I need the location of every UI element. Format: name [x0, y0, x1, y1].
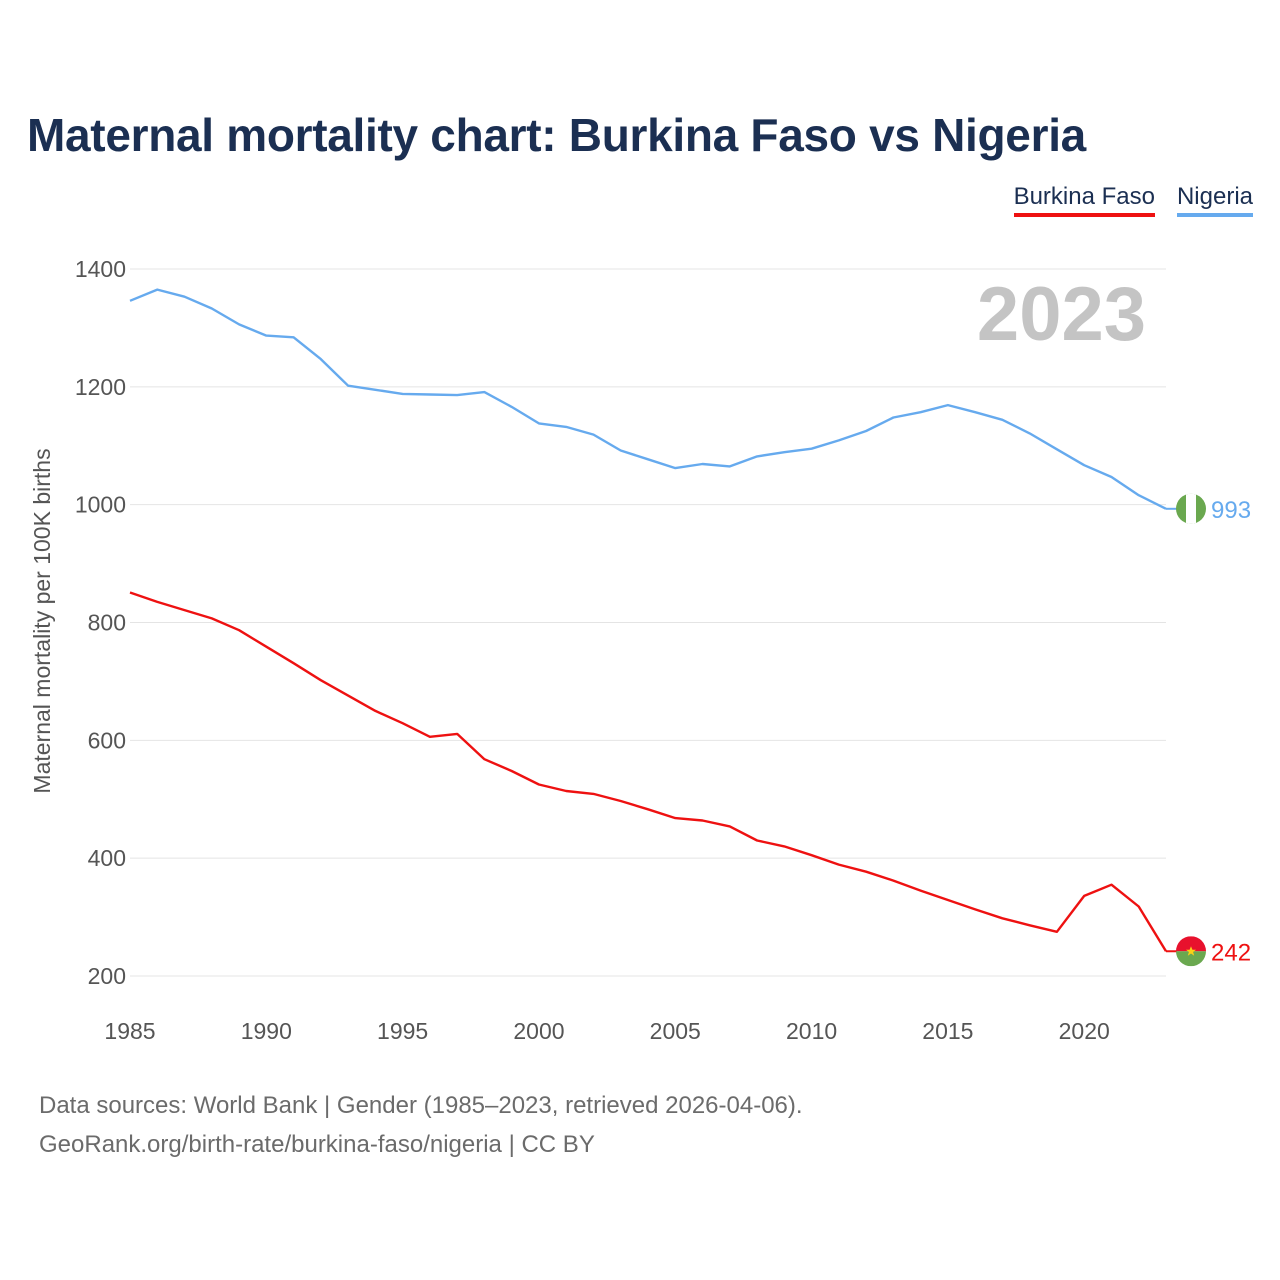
y-axis-ticks: 200 400 600 800 1000 1200 1400	[75, 256, 126, 989]
x-axis-ticks: 1985 1990 1995 2000 2005 2010 2015 2020	[104, 1018, 1109, 1044]
y-tick-label: 1400	[75, 256, 126, 282]
end-value-label: 993	[1211, 497, 1251, 524]
x-tick-label: 2015	[922, 1018, 973, 1044]
y-tick-label: 200	[88, 963, 126, 989]
y-tick-label: 400	[88, 845, 126, 871]
data-source-note: Data sources: World Bank | Gender (1985–…	[39, 1092, 803, 1119]
series-line-nigeria[interactable]	[129, 288, 1167, 510]
legend: Burkina Faso Nigeria	[1013, 183, 1253, 217]
nigeria-flag-icon	[1176, 493, 1206, 524]
series-layer	[129, 288, 1168, 952]
y-tick-label: 1000	[75, 492, 126, 518]
y-tick-label: 800	[88, 610, 126, 636]
y-axis-label: Maternal mortality per 100K births	[29, 448, 55, 793]
end-markers: 242 993	[1166, 493, 1251, 967]
gridlines	[130, 268, 1166, 977]
year-watermark: 2023	[977, 272, 1146, 357]
x-tick-label: 2005	[650, 1018, 701, 1044]
legend-item-burkina-faso[interactable]: Burkina Faso	[1013, 183, 1155, 217]
x-tick-label: 2000	[513, 1018, 564, 1044]
x-tick-label: 1995	[377, 1018, 428, 1044]
chart-title: Maternal mortality chart: Burkina Faso v…	[27, 109, 1086, 161]
x-tick-label: 1985	[104, 1018, 155, 1044]
line-chart: 200 400 600 800 1000 1200 1400 1985 1990 1995 200…	[29, 256, 1251, 1044]
source-url[interactable]: GeoRank.org/birth-rate/burkina-faso/nige…	[39, 1131, 595, 1158]
legend-item-nigeria[interactable]: Nigeria	[1176, 183, 1253, 217]
y-tick-label: 1200	[75, 374, 126, 400]
x-tick-label: 2020	[1059, 1018, 1110, 1044]
x-tick-label: 2010	[786, 1018, 837, 1044]
burkina-faso-flag-icon	[1176, 936, 1206, 967]
footer: Data sources: World Bank | Gender (1985–…	[39, 1086, 803, 1164]
series-line-burkina-faso[interactable]	[129, 591, 1168, 952]
y-tick-label: 600	[88, 727, 126, 753]
x-tick-label: 1990	[241, 1018, 292, 1044]
end-value-label: 242	[1211, 939, 1251, 966]
